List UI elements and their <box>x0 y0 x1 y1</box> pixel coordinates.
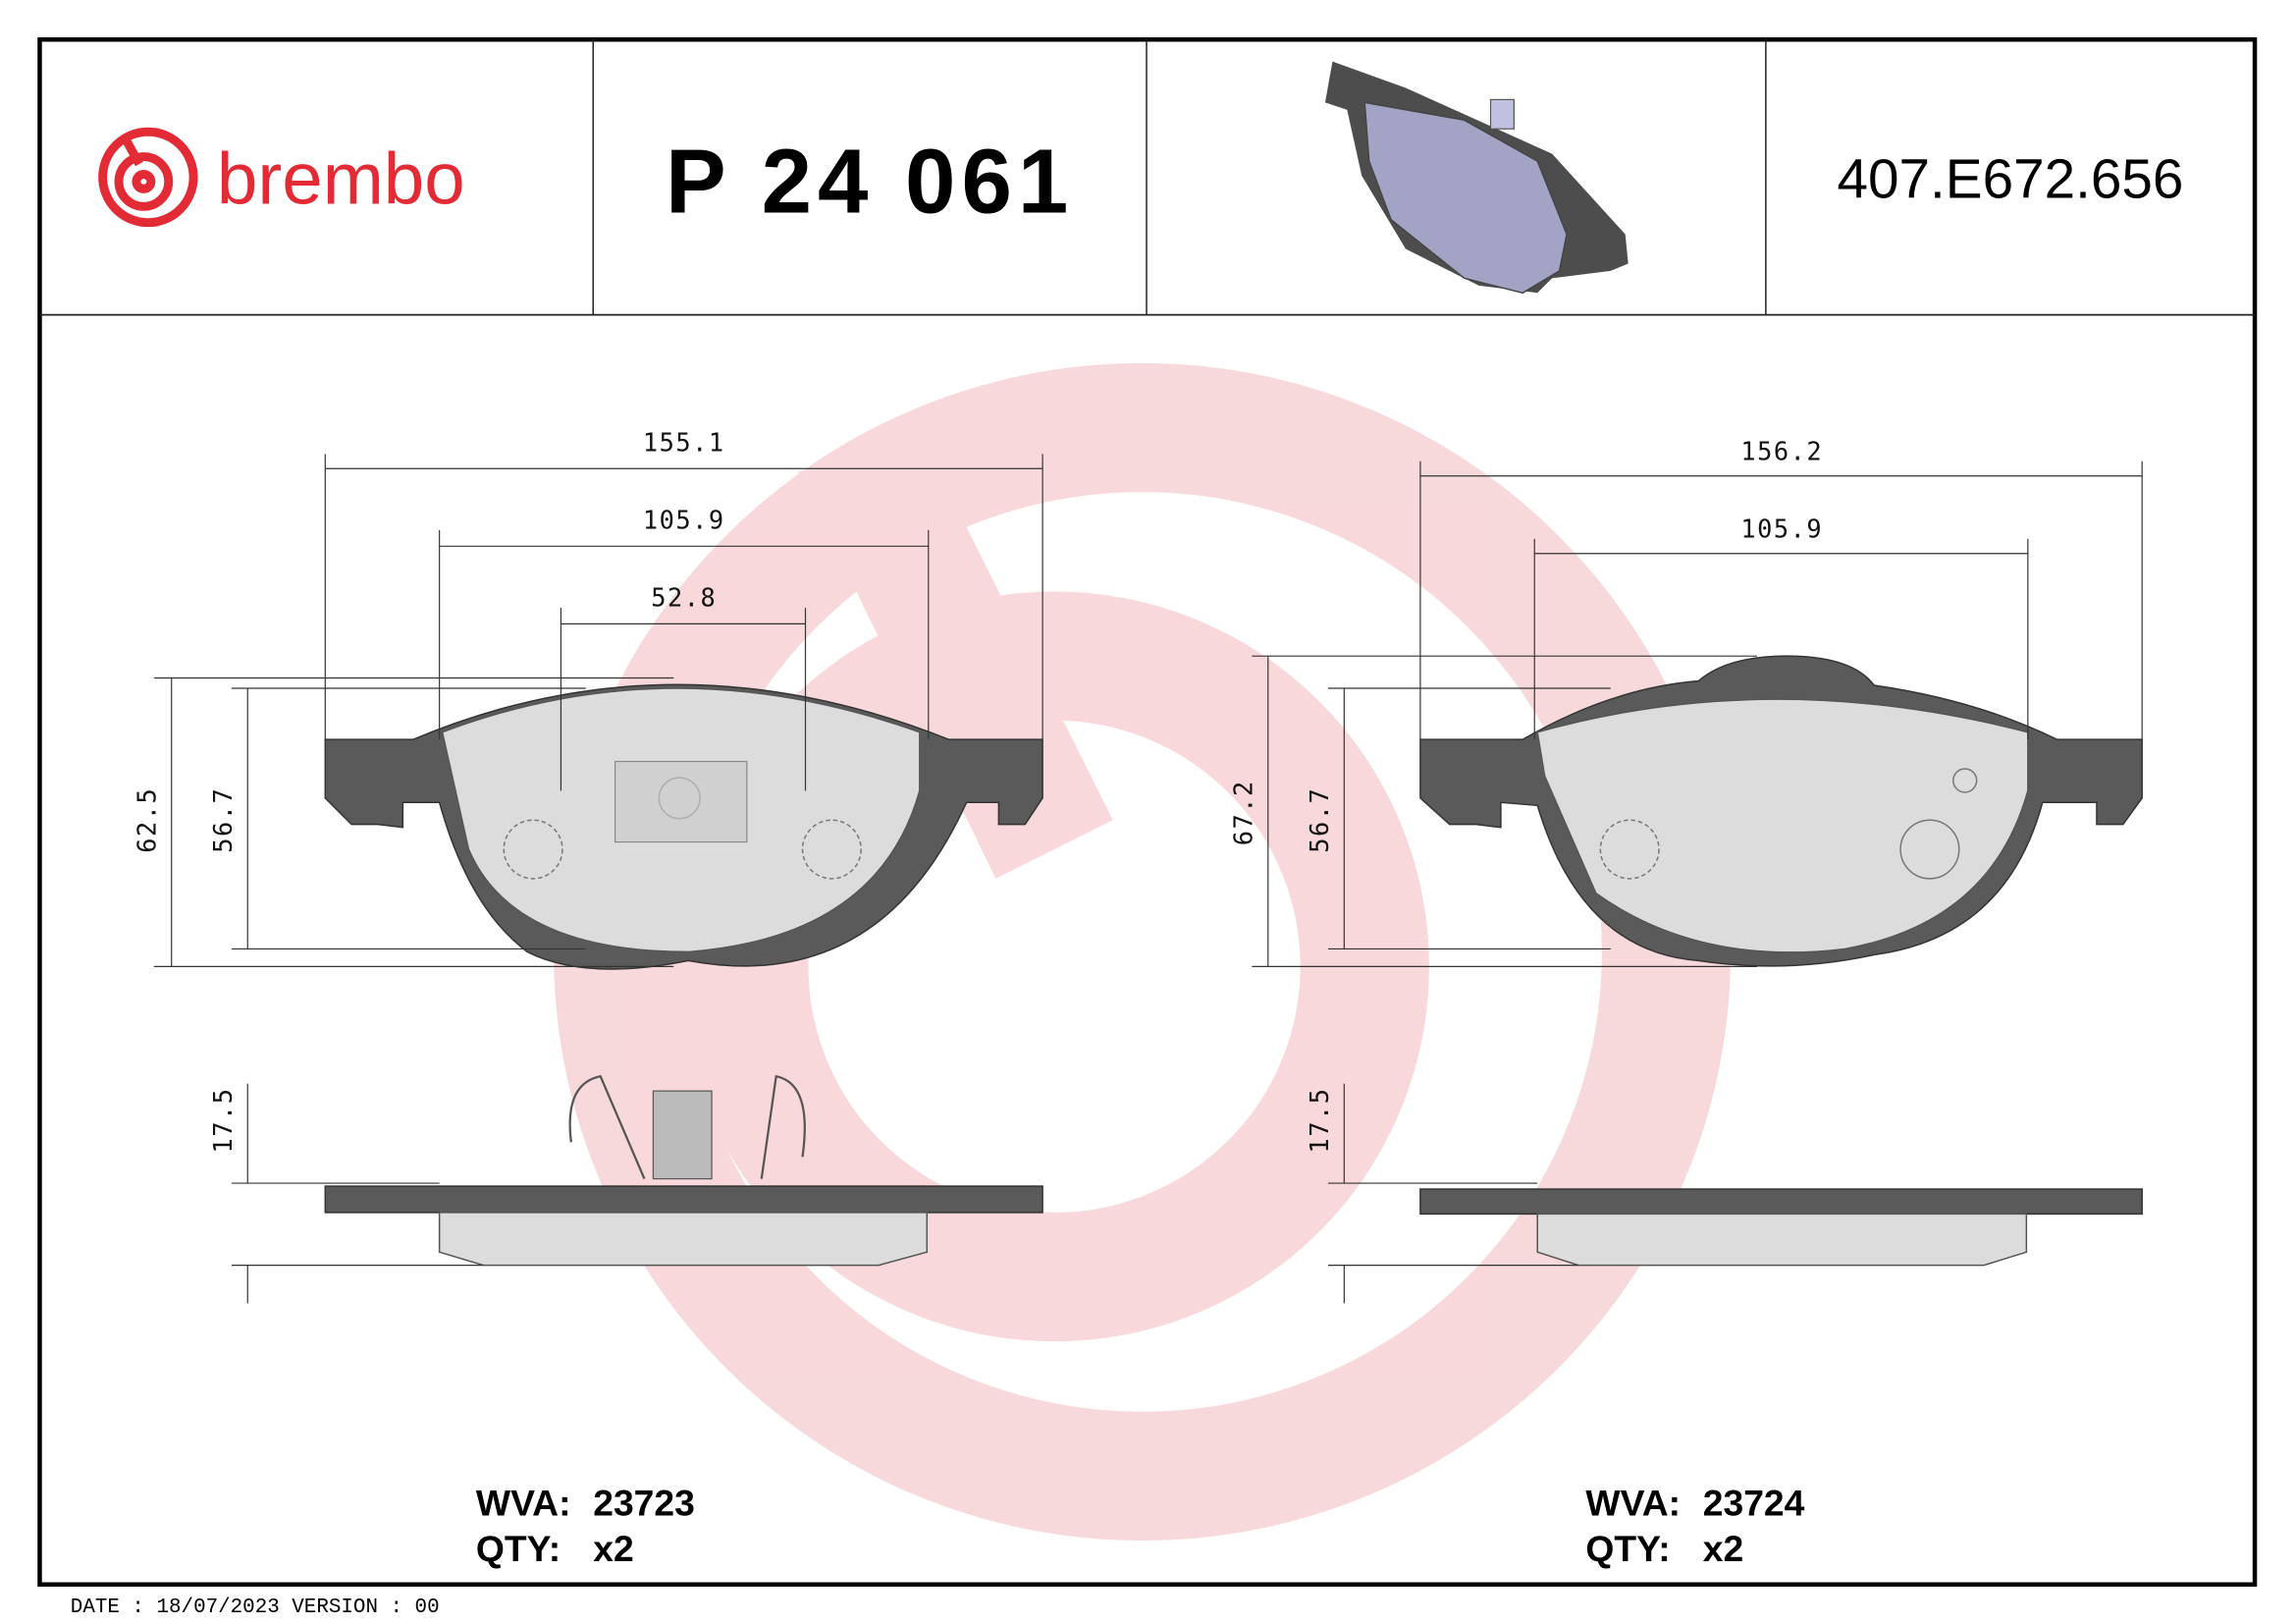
wva-label: WVA: <box>476 1483 571 1524</box>
dim-inner-width: 105.9 <box>643 505 725 534</box>
reference-code: 407.E672.656 <box>1838 148 2184 210</box>
dim-thickness: 17.5 <box>208 1087 238 1153</box>
dim-overall-height: 62.5 <box>132 787 161 853</box>
dim-inner-width: 105.9 <box>1740 514 1823 543</box>
pad-info-right: WVA: 23724 QTY: x2 <box>1585 1483 1804 1569</box>
wva-number: 23723 <box>593 1483 695 1524</box>
wva-number: 23724 <box>1703 1483 1805 1524</box>
brand-name: brembo <box>217 136 465 219</box>
qty-label: QTY: <box>1585 1528 1670 1569</box>
pad-info-left: WVA: 23723 QTY: x2 <box>476 1483 695 1569</box>
dim-overall-width: 156.2 <box>1740 436 1823 465</box>
brembo-b-icon <box>98 127 198 228</box>
dim-pad-height: 56.7 <box>1305 787 1334 853</box>
dim-pad-height: 56.7 <box>208 787 238 853</box>
qty-value: x2 <box>1703 1528 1743 1569</box>
pad-drawing-right: 156.2 105.9 67.2 56.7 17.5 <box>1228 436 2143 1304</box>
dim-overall-width: 155.1 <box>643 427 725 457</box>
part-number: P 24 061 <box>666 130 1074 232</box>
wva-label: WVA: <box>1585 1483 1681 1524</box>
dim-center-width: 52.8 <box>651 582 717 612</box>
qty-value: x2 <box>593 1528 633 1569</box>
dim-thickness: 17.5 <box>1305 1087 1334 1153</box>
footer-date-version: DATE : 18/07/2023 VERSION : 00 <box>71 1597 440 1619</box>
pad-3d-image <box>1324 61 1629 295</box>
pad-drawing-left: 155.1 105.9 52.8 62.5 56.7 17.5 <box>132 427 1043 1304</box>
dim-overall-height: 67.2 <box>1228 780 1257 845</box>
brembo-logo: brembo <box>98 127 465 228</box>
qty-label: QTY: <box>476 1528 561 1569</box>
